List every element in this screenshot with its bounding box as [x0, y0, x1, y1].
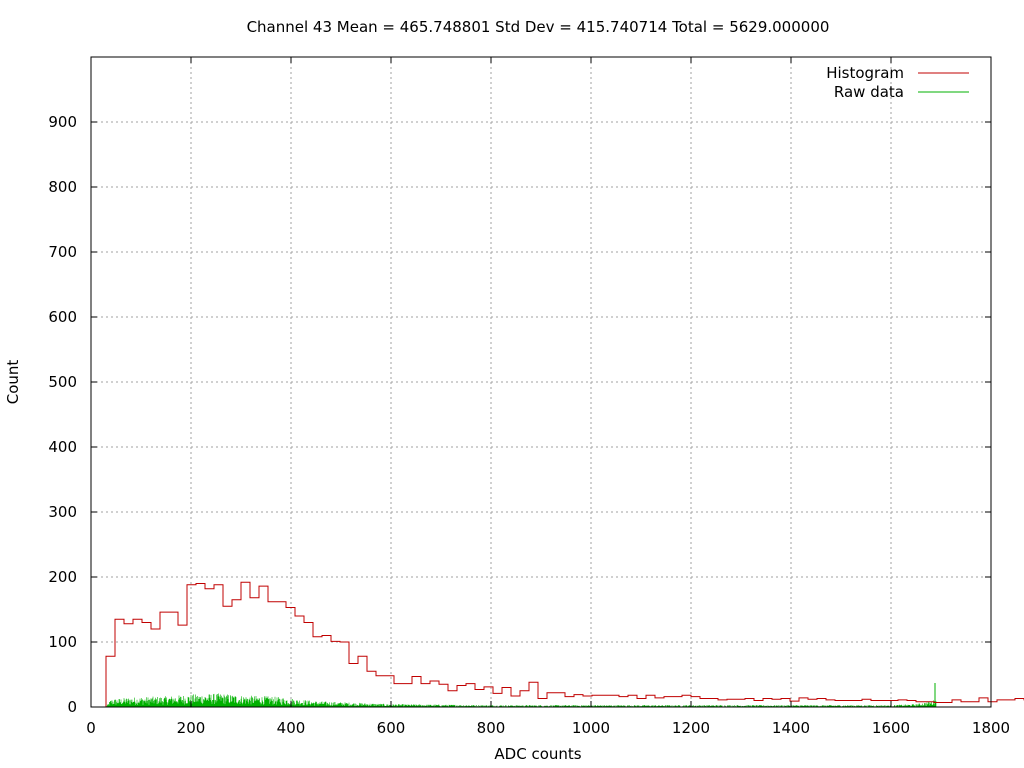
x-tick-label: 200: [177, 719, 206, 737]
y-tick-labels: 0 100 200 300 400 500 600 700 800 900: [48, 113, 77, 716]
chart-title: Channel 43 Mean = 465.748801 Std Dev = 4…: [247, 18, 830, 36]
y-tick-label: 300: [48, 503, 77, 521]
x-tick-label: 0: [86, 719, 96, 737]
x-tick-label: 600: [377, 719, 406, 737]
y-tick-label: 700: [48, 243, 77, 261]
x-tick-label: 1800: [972, 719, 1010, 737]
y-tick-label: 400: [48, 438, 77, 456]
x-tick-label: 1200: [672, 719, 710, 737]
legend-label-raw-data: Raw data: [834, 83, 904, 101]
x-tick-label: 1600: [872, 719, 910, 737]
y-axis-label: Count: [4, 360, 22, 405]
y-tick-label: 100: [48, 633, 77, 651]
x-tick-label: 1400: [772, 719, 810, 737]
x-tick-label: 400: [277, 719, 306, 737]
x-axis-label: ADC counts: [494, 745, 581, 763]
x-tick-labels: 0 200 400 600 800 1000 1200 1400 1600 1800: [86, 719, 1010, 737]
histogram-series: [105, 581, 1024, 707]
raw-data-series: [106, 682, 937, 707]
y-tick-label: 800: [48, 178, 77, 196]
raw-data-impulses: [106, 693, 937, 707]
legend: Histogram Raw data: [826, 64, 969, 101]
legend-label-histogram: Histogram: [826, 64, 904, 82]
y-tick-label: 200: [48, 568, 77, 586]
y-tick-label: 0: [67, 698, 77, 716]
grid-lines: [91, 57, 991, 707]
y-tick-label: 600: [48, 308, 77, 326]
y-tick-label: 900: [48, 113, 77, 131]
x-tick-label: 800: [477, 719, 506, 737]
y-tick-label: 500: [48, 373, 77, 391]
axis-ticks: [90, 57, 992, 708]
x-tick-label: 1000: [572, 719, 610, 737]
